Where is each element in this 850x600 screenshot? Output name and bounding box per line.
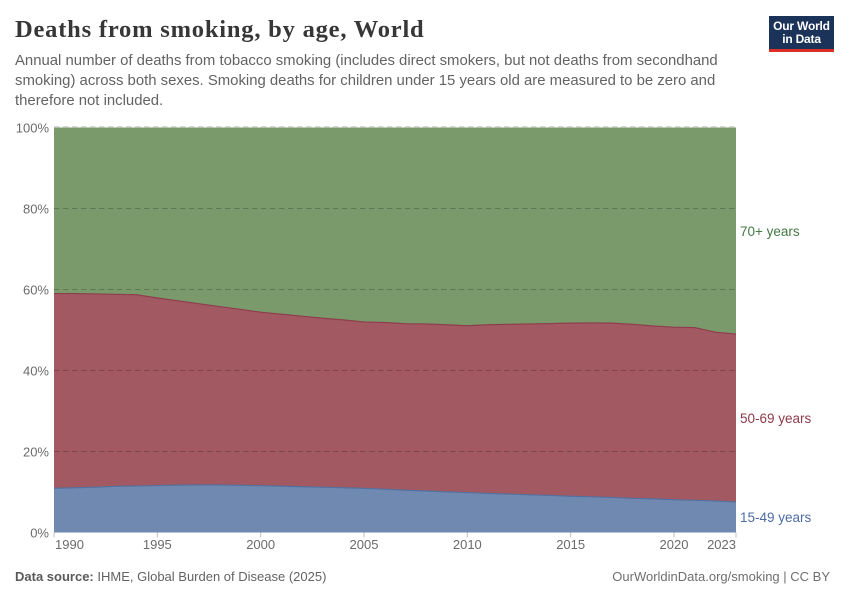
series-label-70-plus-years: 70+ years [740, 223, 800, 239]
our-world-in-data-logo[interactable]: Our World in Data [769, 16, 834, 52]
y-tick-label: 20% [22, 444, 49, 459]
area-70+-years [54, 127, 736, 335]
y-tick-label: 60% [22, 282, 49, 297]
series-label-50-69-years: 50-69 years [740, 410, 812, 426]
chart-title: Deaths from smoking, by age, World [15, 16, 425, 43]
y-tick-label: 0% [30, 525, 49, 540]
area-50-69-years [54, 293, 736, 502]
x-tick-label: 2020 [659, 536, 689, 552]
x-tick-label: 2015 [556, 536, 586, 552]
x-tick-label: 2005 [349, 536, 379, 552]
x-tick-label: 2000 [246, 536, 276, 552]
data-source-value: IHME, Global Burden of Disease (2025) [93, 569, 327, 584]
x-tick-label: 1990 [55, 536, 84, 552]
logo-line-2: in Data [782, 31, 821, 46]
boundary-line-50-69-years [54, 292, 737, 335]
chart-subtitle: Annual number of deaths from tobacco smo… [15, 51, 718, 111]
license-note[interactable]: OurWorldinData.org/smoking | CC BY [612, 569, 830, 584]
y-tick-label: 100% [15, 120, 49, 135]
logo-line-1: Our World [773, 18, 830, 33]
subtitle-line: therefore not included. [15, 92, 164, 109]
y-tick-label: 40% [22, 363, 49, 378]
data-source-note: Data source: IHME, Global Burden of Dise… [15, 569, 326, 584]
x-tick-label: 2023 [707, 536, 736, 552]
y-tick-label: 80% [22, 201, 49, 216]
boundary-line-15-49-years [53, 484, 737, 503]
subtitle-line: Annual number of deaths from tobacco smo… [15, 52, 718, 69]
x-tick-label: 2010 [452, 536, 482, 552]
series-label-15-49-years: 15-49 years [740, 509, 812, 525]
x-tick-label: 1995 [142, 536, 172, 552]
data-source-label: Data source: [15, 569, 94, 584]
area-15-49-years [54, 484, 736, 533]
subtitle-line: smoking) across both sexes. Smoking deat… [15, 72, 716, 89]
